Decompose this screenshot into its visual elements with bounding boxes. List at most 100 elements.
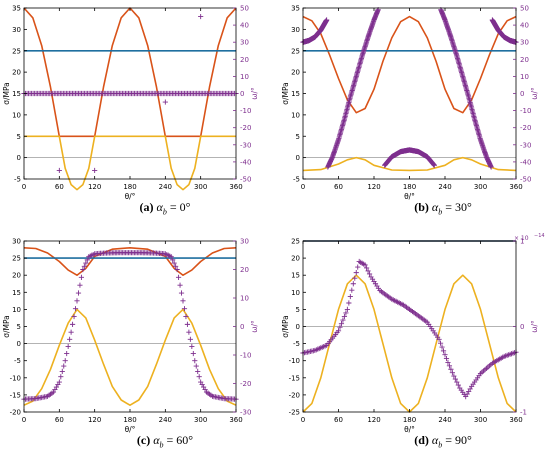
marker-3-32	[68, 329, 74, 335]
y-right-tick-label-2: -10	[240, 352, 251, 360]
y-left-tick-label-8: 35	[291, 5, 300, 13]
caption-d-eq: = 90°	[442, 433, 472, 447]
y-left-tick-label-4: -5	[293, 340, 300, 348]
y-left-tick-label-3: 10	[291, 111, 300, 119]
x-tick-label-1: 60	[334, 183, 343, 191]
caption-a-symbol: α	[156, 200, 163, 214]
caption-a-sub: b	[162, 207, 167, 217]
y-left-tick-label-5: 20	[12, 69, 21, 77]
y-left-tick-label-8: 15	[291, 272, 300, 280]
marker-3-102	[171, 260, 177, 266]
series-markers-5	[382, 147, 437, 168]
marker-3-42	[362, 262, 368, 268]
y-left-tick-label-10: 30	[12, 238, 21, 246]
x-tick-label-0: 0	[22, 183, 26, 191]
y-left-tick-label-8: 20	[12, 272, 21, 280]
marker-3-30	[344, 306, 350, 312]
marker-3-109	[181, 306, 188, 312]
series-markers-3	[21, 90, 239, 97]
caption-d-label: (d)	[414, 433, 429, 447]
x-tick-label-6: 360	[509, 183, 522, 191]
marker-3-33	[69, 321, 76, 327]
marker-3-34	[71, 313, 77, 320]
y-right-tick-label-0: -50	[240, 176, 251, 184]
y-left-tick-label-9: 25	[12, 255, 21, 263]
y-left-tick-label-0: -5	[14, 176, 21, 184]
y-right-tick-label-2: 1	[520, 238, 524, 246]
caption-d: (d) αb = 90°	[363, 433, 523, 449]
y-right-tick-label-9: 40	[520, 22, 529, 30]
marker-3-100	[168, 254, 174, 260]
marker-3-105	[175, 274, 182, 280]
caption-c: (c) αb = 60°	[85, 433, 245, 449]
marker-3-43	[364, 265, 370, 271]
y-right-tick-label-1: -40	[240, 158, 251, 166]
y-right-tick-label-3: 0	[240, 323, 244, 331]
x-tick-label-0: 0	[22, 416, 26, 424]
x-tick-label-1: 60	[55, 416, 64, 424]
caption-a: (a) αb = 0°	[85, 200, 245, 216]
marker-3-101	[449, 370, 455, 376]
y-right-axis-label: ω/°	[530, 87, 539, 100]
marker-3-97	[443, 355, 450, 362]
x-tick-label-0: 0	[301, 183, 305, 191]
x-tick-label-2: 120	[367, 416, 380, 424]
y-left-tick-label-10: 25	[291, 238, 300, 246]
y-right-tick-label-5: 0	[240, 90, 244, 98]
marker-3-101	[170, 257, 176, 263]
x-tick-label-5: 300	[474, 416, 487, 424]
marker-3-100	[448, 366, 454, 372]
y-left-tick-label-2: 5	[296, 133, 300, 141]
caption-b-sub: b	[438, 207, 443, 217]
x-tick-label-3: 180	[403, 183, 416, 191]
marker-3-117	[193, 363, 199, 369]
y-left-tick-label-9: 20	[291, 255, 300, 263]
marker-3-35	[72, 306, 79, 312]
marker-3-43	[84, 257, 90, 263]
marker-3-42	[83, 260, 89, 266]
marker-3-27	[61, 363, 67, 369]
marker-3-104	[454, 379, 460, 385]
x-axis-label: θ/°	[125, 425, 136, 434]
caption-b: (b) αb = 30°	[363, 200, 523, 216]
x-tick-label-6: 360	[229, 183, 242, 191]
x-tick-label-2: 120	[367, 183, 380, 191]
y-right-tick-label-1: -40	[520, 158, 531, 166]
y-right-tick-label-6: 10	[240, 73, 249, 81]
x-tick-label-1: 60	[334, 416, 343, 424]
marker-3-29	[343, 310, 349, 316]
marker-3-29	[64, 350, 70, 357]
marker-3-25	[337, 324, 343, 330]
marker-6-137	[488, 164, 494, 170]
x-tick-label-3: 180	[403, 416, 416, 424]
caption-b-label: (b)	[414, 200, 429, 214]
y-right-tick-label-0: -30	[240, 409, 251, 417]
marker-3-24	[56, 379, 62, 385]
y-right-tick-label-7: 20	[520, 56, 529, 64]
y-right-tick-label-8: 30	[520, 39, 529, 47]
marker-3-115	[190, 350, 196, 357]
y-left-tick-label-7: 15	[12, 289, 21, 297]
y-left-tick-label-0: -20	[10, 409, 21, 417]
marker-3-108	[180, 298, 186, 304]
marker-3-41	[81, 263, 87, 269]
marker-3-44	[365, 268, 371, 274]
marker-3-24	[335, 328, 342, 334]
marker-3-98	[445, 359, 451, 366]
caption-c-sub: b	[159, 440, 164, 450]
marker-3-95	[440, 348, 447, 354]
marker-3-110	[183, 313, 189, 320]
series-markers-4	[325, 7, 381, 170]
marker-3-106	[177, 282, 183, 288]
series-line-0	[302, 15, 517, 114]
x-tick-label-6: 360	[229, 416, 242, 424]
marker-4-0	[56, 167, 62, 174]
y-left-tick-label-7: 10	[291, 289, 300, 297]
y-right-axis-label: ω/°	[530, 320, 539, 333]
x-tick-label-2: 120	[88, 416, 101, 424]
marker-3-33	[349, 287, 355, 293]
x-axis-label: θ/°	[125, 192, 136, 201]
x-tick-label-5: 300	[474, 183, 487, 191]
caption-c-label: (c)	[136, 433, 151, 447]
